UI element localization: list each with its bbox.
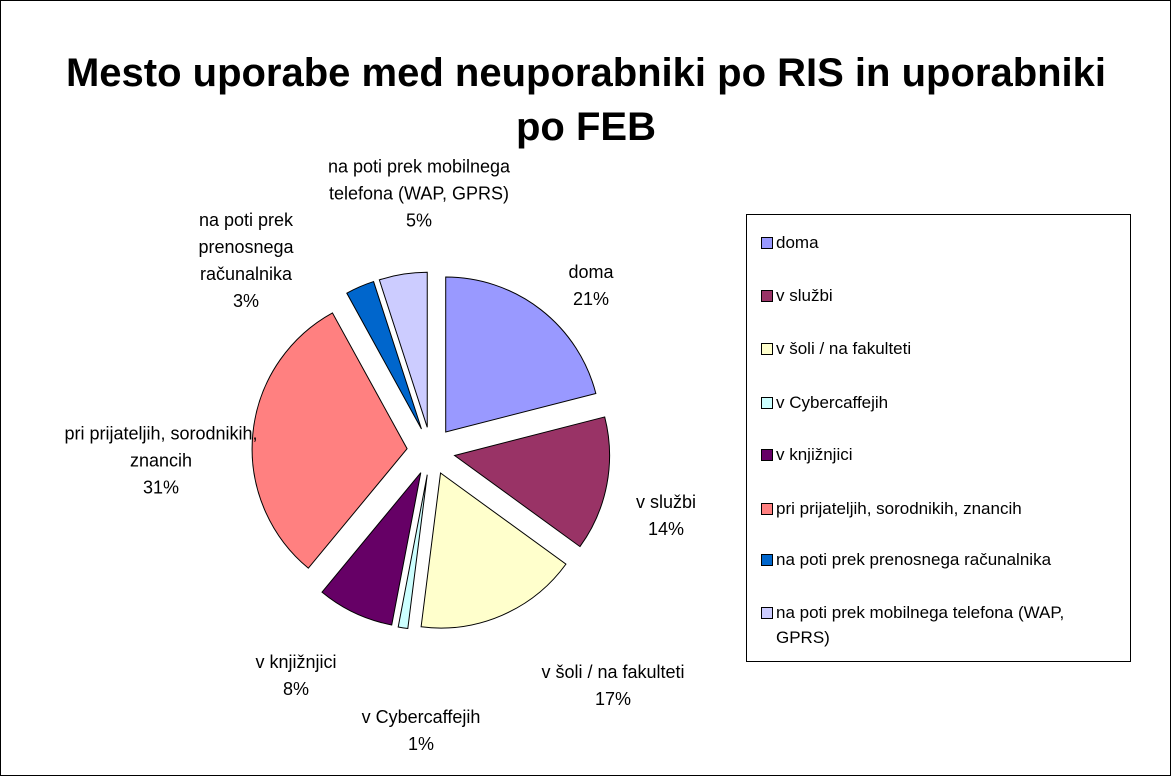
legend-label: v službi bbox=[776, 286, 833, 305]
legend-label: doma bbox=[776, 233, 819, 252]
label-category: v šoli / na fakulteti bbox=[541, 662, 685, 682]
legend-label: na poti prek prenosnega računalnika bbox=[776, 550, 1052, 569]
pie-slice bbox=[251, 312, 408, 569]
data-label: na poti prek prenosnega računalnika 3% bbox=[176, 207, 316, 315]
pie-slice bbox=[378, 271, 428, 428]
data-label: na poti prek mobilnega telefona (WAP, GP… bbox=[294, 154, 544, 235]
legend: doma v službi v šoli / na fakulteti v Cyber… bbox=[746, 214, 1131, 662]
legend-swatch bbox=[761, 554, 773, 566]
label-value: 5% bbox=[405, 210, 432, 231]
legend-entry: v šoli / na fakulteti bbox=[761, 336, 1121, 361]
legend-label: pri prijateljih, sorodnikih, znancih bbox=[776, 499, 1022, 518]
legend-label: v knjižnjici bbox=[776, 445, 853, 464]
label-category: v Cybercaffejih bbox=[361, 707, 481, 727]
label-category: v službi bbox=[635, 492, 697, 512]
label-category: pri prijateljih, sorodnikih, znancih bbox=[64, 423, 258, 471]
label-value: 14% bbox=[647, 519, 685, 539]
legend-entry: pri prijateljih, sorodnikih, znancih bbox=[761, 496, 1121, 521]
label-value: 31% bbox=[142, 477, 180, 498]
legend-swatch bbox=[761, 503, 773, 515]
label-category: na poti prek mobilnega telefona (WAP, GP… bbox=[327, 156, 511, 204]
legend-entry: na poti prek mobilnega telefona (WAP, GP… bbox=[761, 600, 1121, 650]
legend-label: v šoli / na fakulteti bbox=[776, 339, 912, 358]
pie-slice bbox=[453, 416, 611, 548]
legend-swatch bbox=[761, 607, 773, 619]
legend-entry: doma bbox=[761, 230, 1121, 255]
pie-slice bbox=[321, 472, 422, 626]
label-value: 1% bbox=[407, 734, 434, 754]
legend-entry: v Cybercaffejih bbox=[761, 390, 1121, 415]
pie-slice bbox=[397, 474, 428, 630]
chart-title: Mesto uporabe med neuporabniki po RIS in… bbox=[65, 51, 1107, 149]
legend-label: v Cybercaffejih bbox=[776, 393, 889, 412]
data-label: v šoli / na fakulteti 17% bbox=[513, 659, 713, 713]
legend-entry: v službi bbox=[761, 283, 1121, 308]
pie-slice bbox=[445, 276, 597, 433]
label-category: v knjižnjici bbox=[255, 652, 337, 672]
data-label: doma 21% bbox=[531, 259, 651, 313]
legend-entry: na poti prek prenosnega računalnika bbox=[761, 547, 1121, 572]
data-label: v službi 14% bbox=[616, 489, 716, 543]
label-value: 17% bbox=[594, 689, 632, 709]
data-label: v Cybercaffejih 1% bbox=[341, 704, 501, 758]
label-value: 3% bbox=[232, 291, 259, 311]
legend-entry: v knjižnjici bbox=[761, 442, 1121, 467]
label-category: doma bbox=[568, 262, 614, 282]
legend-swatch bbox=[761, 343, 773, 355]
data-label: v knjižnjici 8% bbox=[236, 649, 356, 703]
legend-swatch bbox=[761, 237, 773, 249]
label-category: na poti prek prenosnega računalnika bbox=[198, 210, 294, 284]
label-value: 21% bbox=[572, 289, 610, 309]
data-label: pri prijateljih, sorodnikih, znancih 31% bbox=[56, 421, 266, 502]
legend-label: na poti prek mobilnega telefona (WAP, GP… bbox=[776, 603, 1065, 647]
legend-swatch bbox=[761, 449, 773, 461]
pie-slice bbox=[420, 472, 567, 629]
pie-slice bbox=[346, 280, 422, 430]
legend-swatch bbox=[761, 290, 773, 302]
legend-swatch bbox=[761, 397, 773, 409]
label-value: 8% bbox=[282, 679, 309, 699]
